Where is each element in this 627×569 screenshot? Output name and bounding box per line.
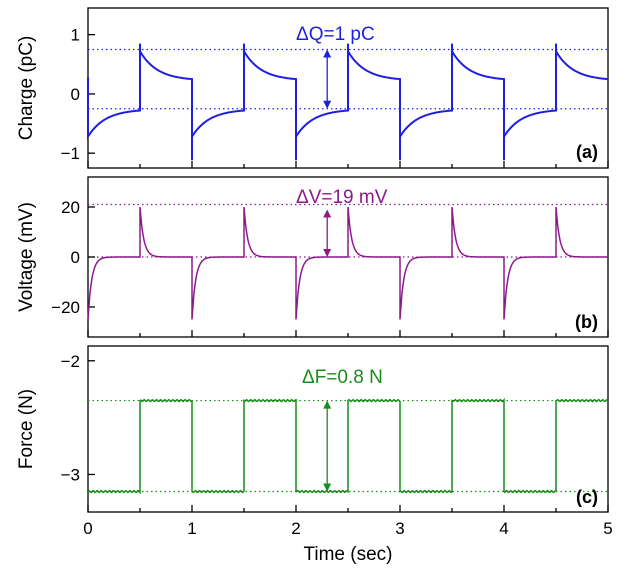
x-tick-label: 5 xyxy=(603,519,612,538)
x-tick-label: 1 xyxy=(187,519,196,538)
x-tick-label: 3 xyxy=(395,519,404,538)
panel-force: −2 −3 0 1 2 3 4 5 Force (N) (c) ΔF=0.8 N Time (… xyxy=(16,345,613,565)
panel-c-plot: −2 −3 0 1 2 3 4 5 xyxy=(61,352,613,538)
panel-c-ylabel: Force (N) xyxy=(16,389,37,469)
series-line xyxy=(87,206,608,320)
arrowhead-down xyxy=(323,249,332,257)
x-tick-label: 0 xyxy=(83,519,92,538)
panel-a-annotation: ΔQ=1 pC xyxy=(296,24,375,45)
y-tick-label: −2 xyxy=(61,352,80,371)
panel-voltage: 20 0 −20 Voltage (mV) (b) ΔV=19 mV xyxy=(16,176,609,338)
arrowhead-down xyxy=(323,100,332,109)
panel-c-annotation: ΔF=0.8 N xyxy=(302,367,383,388)
series-line xyxy=(87,397,609,495)
x-tick-label: 4 xyxy=(499,519,508,538)
panel-a-tag: (a) xyxy=(576,142,598,162)
panel-b-tag: (b) xyxy=(575,312,598,332)
panel-b-plot: 20 0 −20 xyxy=(51,198,609,337)
x-tick-label: 2 xyxy=(291,519,300,538)
y-tick-label: −3 xyxy=(61,465,80,484)
x-axis-label: Time (sec) xyxy=(303,544,392,565)
arrowhead-up xyxy=(323,400,332,409)
panel-a-plot: 1 0 −1 xyxy=(61,26,609,168)
y-tick-label: −1 xyxy=(61,144,80,163)
arrowhead-up xyxy=(323,209,332,218)
y-tick-label: −20 xyxy=(51,298,80,317)
panel-c-tag: (c) xyxy=(576,487,598,507)
y-tick-label: 0 xyxy=(71,248,80,267)
arrowhead-down xyxy=(323,483,332,492)
panel-b-annotation: ΔV=19 mV xyxy=(296,187,388,208)
panel-charge: 1 0 −1 Charge (pC) (a) ΔQ=1 pC xyxy=(16,7,609,169)
y-tick-label: 20 xyxy=(61,198,80,217)
y-tick-label: 1 xyxy=(71,26,80,45)
panel-a-ylabel: Charge (pC) xyxy=(16,36,37,141)
series-line xyxy=(87,43,608,161)
panel-b-ylabel: Voltage (mV) xyxy=(16,202,37,312)
arrowhead-up xyxy=(323,49,332,58)
y-tick-label: 0 xyxy=(71,85,80,104)
